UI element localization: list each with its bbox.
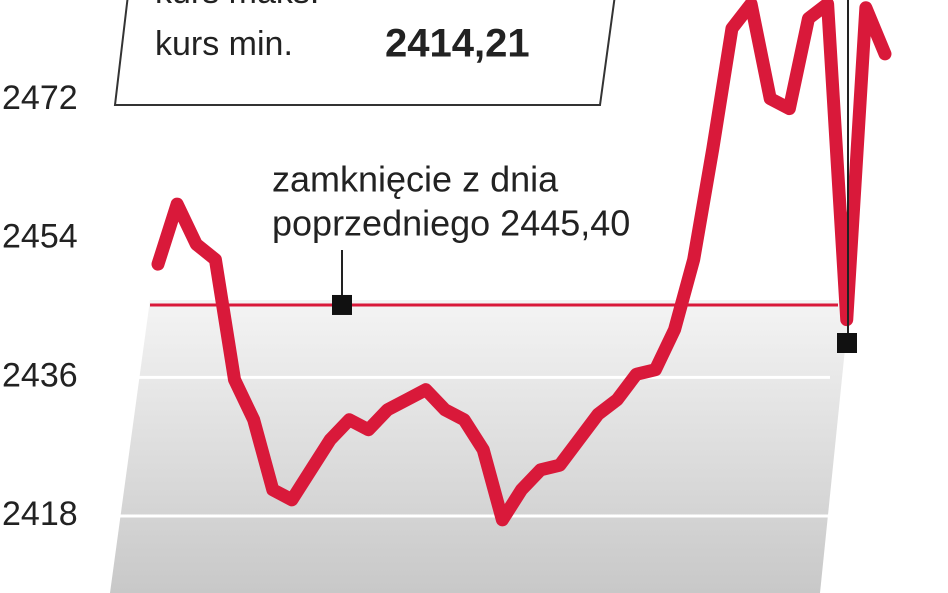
summary-box <box>113 0 616 106</box>
reference-label: poprzedniego 2445,40 <box>272 203 630 244</box>
y-tick-label: 2472 <box>2 79 78 117</box>
series-line <box>151 0 892 527</box>
summary-label: kurs maks. <box>155 0 319 11</box>
y-tick-label: 2436 <box>2 356 78 394</box>
end-marker <box>837 333 857 353</box>
summary-value: 2414,21 <box>385 22 530 66</box>
reference-label: zamknięcie z dnia <box>272 159 559 200</box>
y-tick-label: 2418 <box>2 495 78 533</box>
y-tick-label: 2454 <box>2 218 78 256</box>
summary-label: kurs min. <box>155 25 293 63</box>
reference-marker <box>332 294 352 315</box>
